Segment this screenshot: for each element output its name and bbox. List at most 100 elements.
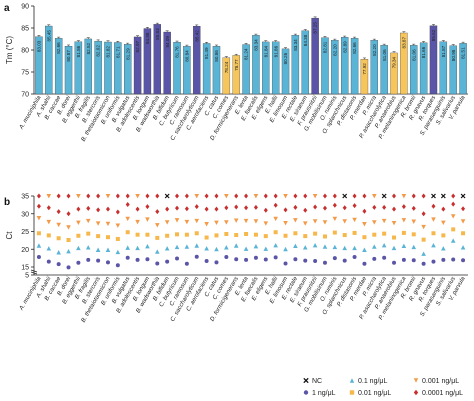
point-triangle-down	[224, 194, 229, 199]
point-circle	[382, 255, 387, 260]
point-triangle-up	[36, 243, 42, 248]
point-diamond	[332, 193, 337, 199]
point-diamond	[36, 193, 41, 199]
point-diamond	[214, 206, 219, 212]
legend: NC 1 ng/μL 0.1 ng/μL 0.01 ng/μL 0.001 ng/μL 0…	[303, 377, 463, 397]
point-circle	[155, 261, 160, 266]
point-triangle-down	[233, 218, 239, 223]
point-square	[244, 231, 249, 236]
point-square	[214, 233, 219, 238]
point-square	[224, 231, 229, 236]
point-nc	[164, 193, 170, 199]
point-triangle-up	[411, 244, 417, 250]
point-diamond	[352, 203, 357, 209]
point-circle	[303, 258, 308, 263]
point-circle	[224, 255, 229, 260]
point-square	[372, 232, 377, 237]
point-triangle-down	[401, 218, 407, 223]
point-triangle-down	[253, 194, 259, 199]
bar-value-label: 81.06	[382, 49, 387, 61]
point-diamond	[135, 206, 140, 212]
bar-value-label: 81.71	[115, 46, 120, 58]
point-triangle-down	[56, 222, 61, 228]
panel-a-label: a	[4, 3, 10, 14]
point-square	[263, 234, 268, 239]
point-square	[401, 230, 406, 235]
point-triangle-down	[66, 225, 71, 230]
point-triangle-down	[322, 220, 328, 225]
point-triangle-up	[460, 245, 466, 250]
legend-label: 0.001 ng/μL	[422, 378, 459, 385]
point-diamond	[263, 207, 268, 213]
point-circle	[431, 259, 436, 264]
y-tick-label-a: 75	[21, 70, 29, 77]
point-diamond	[441, 206, 446, 212]
bar-value-label: 83.34	[293, 39, 298, 51]
bar-value-label: 85.42	[194, 30, 199, 42]
point-circle	[322, 260, 327, 265]
point-square	[96, 234, 101, 239]
bar-value-label: 81.76	[175, 46, 180, 58]
point-diamond	[56, 193, 61, 199]
point-triangle-down	[194, 218, 200, 224]
point-diamond	[372, 204, 377, 210]
point-triangle-up	[450, 238, 456, 243]
point-diamond	[332, 202, 337, 208]
point-triangle-up	[95, 247, 101, 252]
point-circle	[401, 257, 406, 262]
bar-value-label: 81.51	[461, 47, 466, 59]
point-diamond	[303, 207, 308, 213]
point-triangle-up	[85, 245, 91, 250]
point-triangle-up	[431, 242, 436, 248]
bar-value-label: 82.66	[352, 42, 357, 54]
point-square	[194, 231, 199, 236]
point-diamond	[362, 193, 367, 199]
point-circle	[244, 257, 249, 262]
bar-value-label: 80.98	[451, 49, 456, 61]
nc-stroke	[342, 193, 348, 199]
point-triangle-down	[302, 221, 308, 226]
point-triangle-down	[431, 217, 436, 222]
point-circle	[125, 255, 130, 260]
point-triangle-down	[46, 219, 52, 225]
point-triangle-down	[450, 214, 456, 219]
point-circle	[263, 257, 268, 262]
point-square	[175, 232, 180, 237]
point-square	[421, 237, 426, 242]
point-triangle-up	[441, 246, 446, 251]
point-diamond	[342, 205, 347, 211]
bar-value-label: 82.20	[332, 44, 337, 56]
point-diamond	[96, 207, 101, 213]
point-triangle-down	[125, 216, 131, 222]
point-nc	[381, 193, 387, 199]
point-square	[105, 235, 110, 240]
y-tick-label-b: 30	[21, 211, 29, 218]
point-diamond	[451, 201, 456, 207]
point-triangle-down	[362, 222, 367, 227]
bar-value-label: 84.09	[165, 36, 170, 48]
bar-value-label: 80.86	[214, 50, 219, 62]
point-square	[342, 233, 347, 238]
bar-value-label: 82.20	[372, 44, 377, 56]
point-triangle-down	[46, 194, 52, 199]
bar-value-label: 85.52	[431, 29, 436, 41]
nc-stroke	[440, 193, 446, 199]
point-triangle-down	[352, 217, 357, 223]
point-triangle-up	[204, 246, 209, 251]
point-diamond	[244, 205, 249, 211]
y-tick-label-b: 35	[21, 194, 29, 201]
legend-label: 1 ng/μL	[312, 390, 336, 397]
point-triangle-up	[342, 245, 348, 251]
point-triangle-down	[184, 219, 190, 225]
point-diamond	[392, 206, 397, 212]
point-triangle-down	[332, 216, 338, 222]
point-square	[184, 232, 189, 237]
point-triangle-down	[76, 194, 81, 199]
point-triangle-up	[125, 245, 131, 250]
bar-value-label: 78.77	[234, 59, 239, 71]
point-square	[332, 230, 337, 235]
point-triangle-up	[381, 242, 387, 248]
point-triangle-up	[46, 246, 52, 251]
bar-value-label: 82.02	[96, 45, 101, 57]
point-triangle-up	[352, 245, 357, 251]
